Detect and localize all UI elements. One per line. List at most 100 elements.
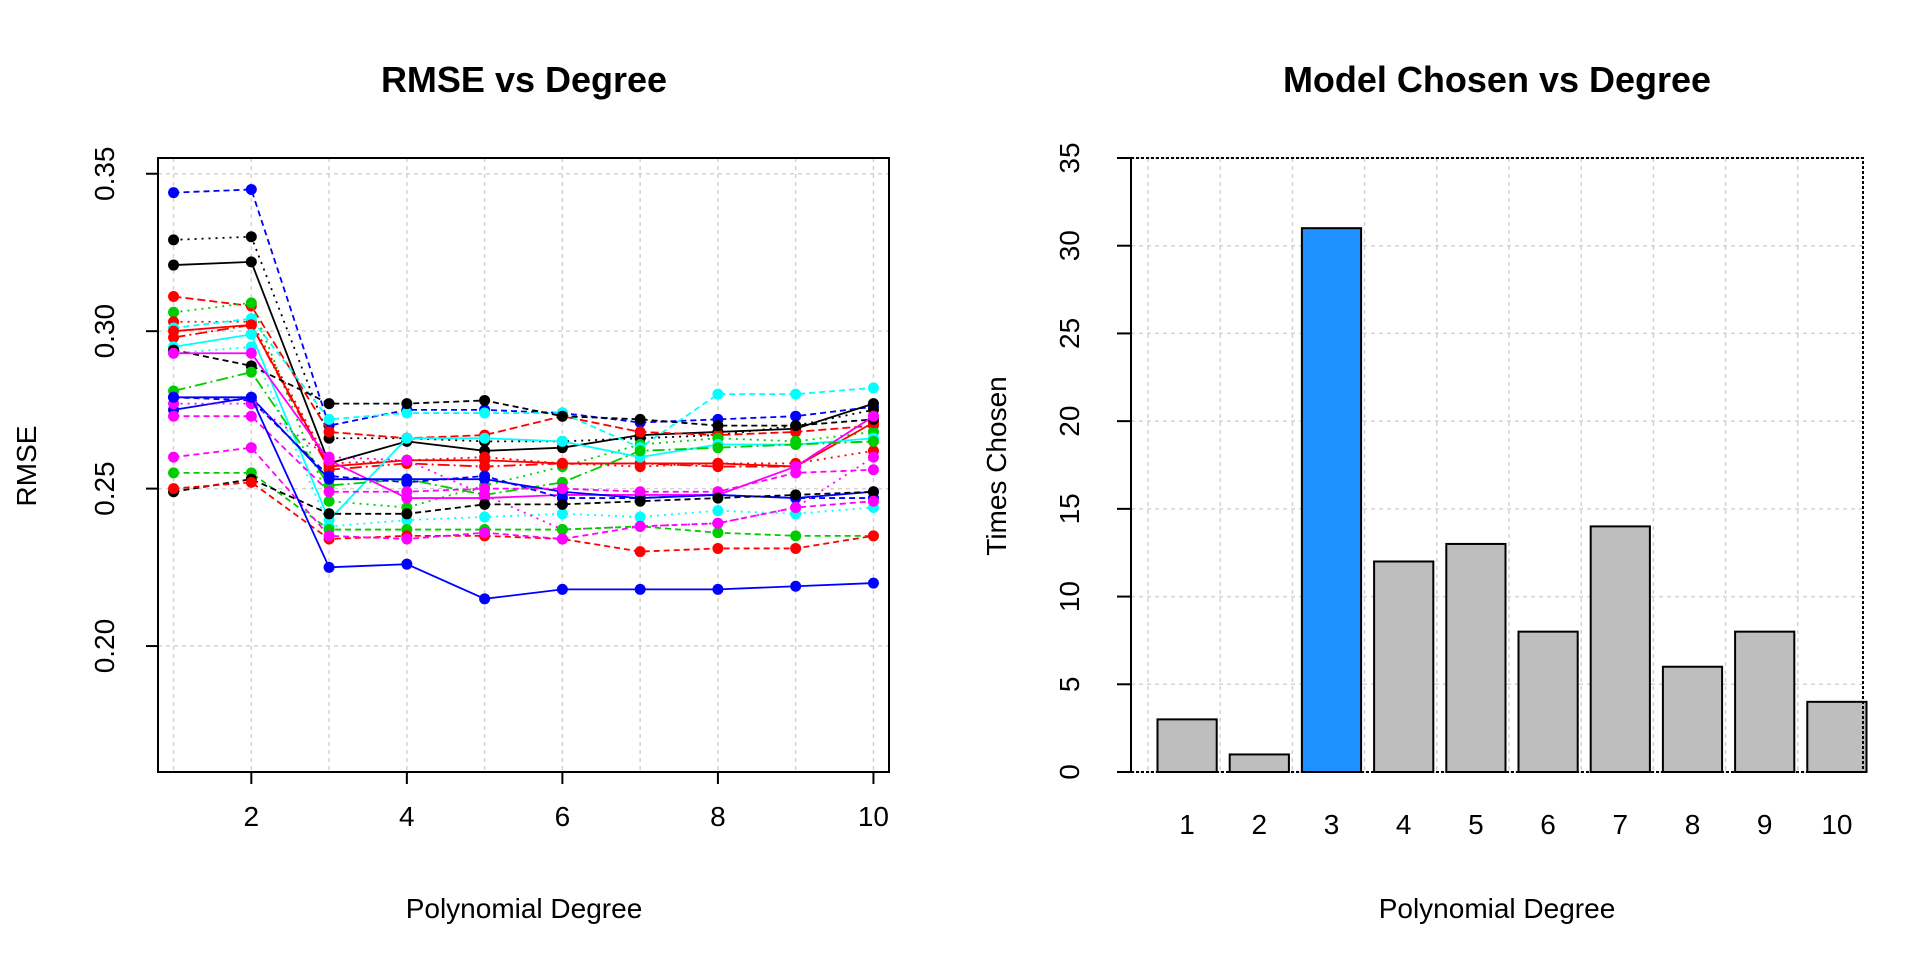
rmse-data-point <box>479 407 491 419</box>
rmse-data-point <box>401 432 413 444</box>
x-tick-label: 8 <box>710 801 726 832</box>
rmse-data-point <box>790 439 802 451</box>
rmse-data-point <box>712 505 724 517</box>
rmse-series-23 <box>168 391 879 605</box>
rmse-data-point <box>790 502 802 514</box>
rmse-chart-title: RMSE vs Degree <box>381 59 667 100</box>
rmse-data-point <box>634 583 646 595</box>
rmse-data-point <box>867 410 879 422</box>
bar-degree-2 <box>1228 753 1290 774</box>
rmse-data-point <box>168 331 180 343</box>
rmse-data-point <box>245 328 257 340</box>
y-tick-label: 5 <box>1054 676 1085 692</box>
bar-degree-10 <box>1806 700 1868 773</box>
x-tick-label: 8 <box>1685 809 1701 840</box>
rmse-data-point <box>634 511 646 523</box>
rmse-data-point <box>479 511 491 523</box>
rmse-series-line <box>173 415 874 493</box>
rmse-series-12 <box>168 344 879 432</box>
rmse-data-point <box>168 483 180 495</box>
rmse-data-point <box>401 454 413 466</box>
y-tick-label: 0.35 <box>89 146 120 201</box>
rmse-data-point <box>556 435 568 447</box>
rmse-data-point <box>479 489 491 501</box>
rmse-data-point <box>712 420 724 432</box>
rmse-data-point <box>245 297 257 309</box>
rmse-data-point <box>479 498 491 510</box>
rmse-data-point <box>712 542 724 554</box>
y-tick-label: 0 <box>1054 764 1085 780</box>
rmse-series-line <box>173 320 874 468</box>
rmse-data-point <box>712 517 724 529</box>
y-tick-label: 15 <box>1054 493 1085 524</box>
rmse-data-point <box>556 483 568 495</box>
rmse-data-point <box>323 398 335 410</box>
rmse-data-point <box>790 530 802 542</box>
rmse-data-point <box>245 319 257 331</box>
y-tick-label: 25 <box>1054 318 1085 349</box>
rmse-data-point <box>245 410 257 422</box>
x-tick-label: 9 <box>1757 809 1773 840</box>
rmse-data-point <box>712 492 724 504</box>
model-chosen-chart-axes: 1 2 3 4 5 6 7 8 9 10 0 5 10 15 20 25 30 35 <box>1054 142 1852 840</box>
rmse-data-point <box>790 420 802 432</box>
model-chosen-chart: Model Chosen vs Degree Polynomial Degree… <box>981 59 1868 924</box>
rmse-data-point <box>245 366 257 378</box>
rmse-data-point <box>245 391 257 403</box>
rmse-data-point <box>168 259 180 271</box>
rmse-data-point <box>790 580 802 592</box>
rmse-data-point <box>168 234 180 246</box>
rmse-data-point <box>168 187 180 199</box>
rmse-data-point <box>867 398 879 410</box>
y-tick-label: 0.25 <box>89 461 120 515</box>
y-tick-label: 10 <box>1054 581 1085 612</box>
x-tick-label: 4 <box>1396 809 1412 840</box>
rmse-data-point <box>168 391 180 403</box>
x-tick-label: 1 <box>1179 809 1195 840</box>
rmse-data-point <box>712 583 724 595</box>
rmse-data-point <box>867 464 879 476</box>
rmse-data-point <box>245 256 257 268</box>
x-tick-label: 10 <box>1821 809 1852 840</box>
rmse-data-point <box>401 508 413 520</box>
rmse-series-line <box>173 295 874 440</box>
bar-degree-4 <box>1373 560 1435 773</box>
rmse-data-point <box>479 527 491 539</box>
bar-degree-3 <box>1300 227 1363 773</box>
rmse-data-point <box>479 473 491 485</box>
rmse-data-point <box>245 231 257 243</box>
rmse-series-line <box>173 471 874 537</box>
rmse-data-point <box>867 495 879 507</box>
rmse-series-line <box>173 396 874 600</box>
bar-degree-1 <box>1156 718 1218 773</box>
rmse-chart-xlabel: Polynomial Degree <box>406 893 643 924</box>
rmse-chart-ylabel: RMSE <box>11 426 42 507</box>
model-chosen-chart-title: Model Chosen vs Degree <box>1283 59 1711 100</box>
rmse-data-point <box>401 558 413 570</box>
rmse-series-line <box>173 349 874 427</box>
rmse-chart-series <box>168 183 879 605</box>
rmse-data-point <box>556 410 568 422</box>
rmse-data-point <box>323 495 335 507</box>
rmse-data-point <box>556 498 568 510</box>
rmse-series-line <box>173 260 874 465</box>
rmse-data-point <box>168 347 180 359</box>
rmse-series-11 <box>168 341 879 532</box>
rmse-data-point <box>168 410 180 422</box>
rmse-data-point <box>556 508 568 520</box>
rmse-data-point <box>168 306 180 318</box>
rmse-data-point <box>401 473 413 485</box>
rmse-series-line <box>173 352 874 499</box>
rmse-data-point <box>867 435 879 447</box>
y-tick-label: 0.30 <box>89 304 120 359</box>
rmse-series-2 <box>168 231 879 447</box>
bar-degree-5 <box>1445 542 1507 774</box>
rmse-data-point <box>323 530 335 542</box>
model-chosen-chart-bars <box>1156 227 1868 774</box>
rmse-series-line <box>173 301 874 509</box>
bar-degree-8 <box>1661 665 1724 773</box>
x-tick-label: 5 <box>1468 809 1484 840</box>
rmse-series-line <box>173 446 874 540</box>
model-chosen-chart-xlabel: Polynomial Degree <box>1379 893 1616 924</box>
